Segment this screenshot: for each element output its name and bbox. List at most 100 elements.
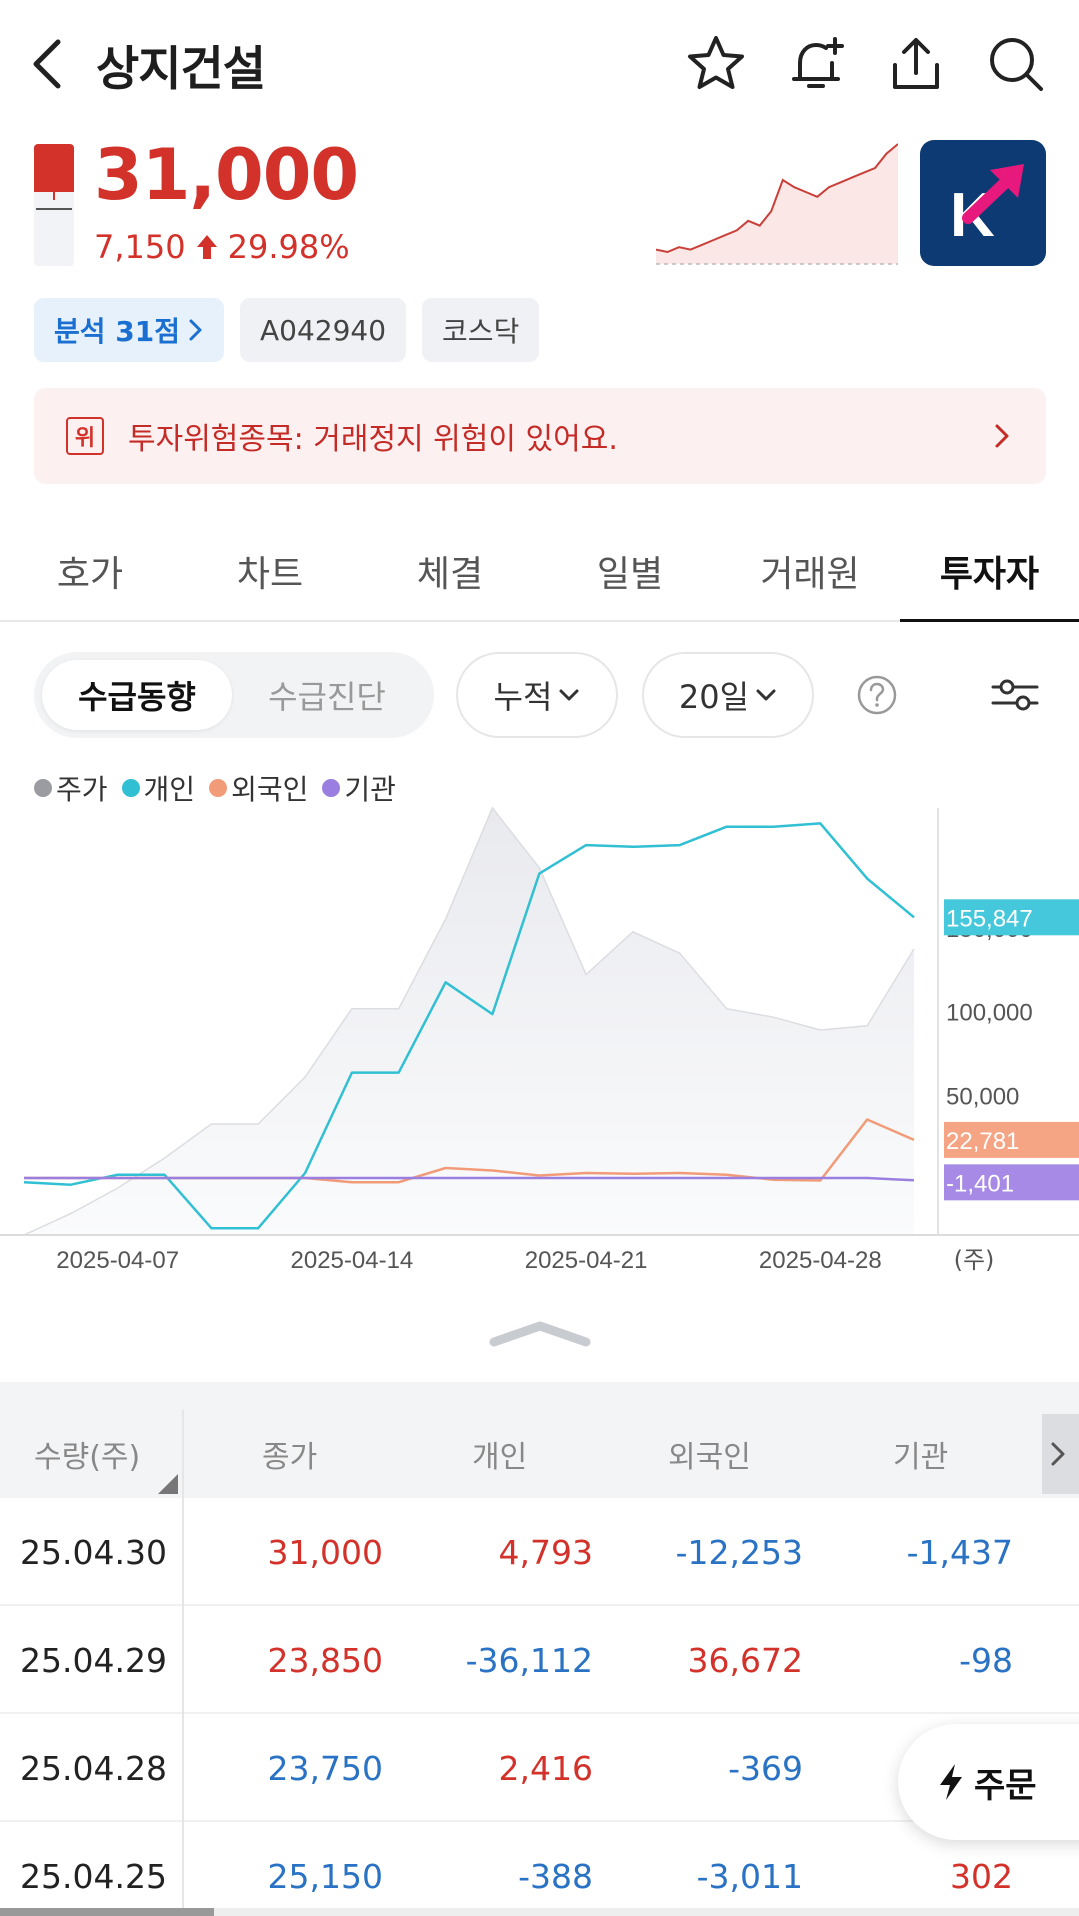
scroll-columns-button[interactable] (1042, 1414, 1079, 1494)
analysis-score-tag[interactable]: 분석 31점 (34, 298, 224, 362)
table-header: 수량(주) 종가 개인 외국인 기관 (0, 1410, 1079, 1498)
tab-chart[interactable]: 차트 (236, 554, 304, 595)
change-amount: 7,150 (94, 228, 186, 266)
header-foreign: 외국인 (668, 1440, 751, 1475)
section-divider (0, 1382, 1079, 1410)
x-tick-label: 2025-04-28 (759, 1247, 882, 1274)
cell-individual: 2,416 (498, 1748, 593, 1788)
favorite-button[interactable] (682, 30, 750, 98)
cell-date: 25.04.29 (0, 1606, 184, 1714)
x-tick-label: 2025-04-07 (56, 1247, 179, 1274)
chevron-left-icon (33, 39, 61, 89)
cell-date: 25.04.25 (0, 1822, 184, 1916)
warning-badge: 위 (66, 417, 104, 455)
mini-chart-line (655, 143, 899, 254)
current-price: 31,000 (94, 134, 359, 216)
cell-date: 25.04.30 (0, 1498, 184, 1606)
series-line (24, 1176, 915, 1182)
header-individual: 개인 (472, 1440, 528, 1475)
series-end-label: -1,401 (946, 1170, 1014, 1197)
segment-diagnosis[interactable]: 수급진단 (268, 678, 386, 716)
cell-foreign: -3,011 (696, 1856, 803, 1896)
question-circle-icon (857, 675, 897, 715)
chevron-right-icon (1051, 1442, 1065, 1466)
mini-chart-area (656, 144, 898, 264)
stock-code-tag: A042940 (240, 298, 407, 362)
price-area (24, 808, 914, 1235)
search-icon (990, 38, 1043, 91)
cell-foreign: -369 (728, 1748, 803, 1788)
tab-brokers[interactable]: 거래원 (760, 554, 860, 595)
chevron-right-icon (189, 319, 202, 341)
series-line (23, 822, 915, 1230)
header-close: 종가 (262, 1440, 318, 1475)
price-line (23, 806, 915, 1236)
day-candle-icon (34, 144, 74, 266)
y-tick-label: 50,000 (946, 1083, 1019, 1110)
chevron-down-icon (756, 689, 776, 701)
chevron-up-icon (489, 1321, 591, 1347)
share-button[interactable] (882, 30, 950, 98)
series-end-label-bg (944, 1164, 1079, 1201)
cell-close: 23,750 (267, 1748, 383, 1788)
search-button[interactable] (982, 30, 1050, 98)
chevron-right-icon (995, 424, 1009, 448)
cell-individual: 4,793 (498, 1532, 593, 1572)
sort-indicator-icon (158, 1474, 178, 1494)
sliders-icon (991, 679, 1039, 711)
collapse-handle[interactable] (488, 1318, 592, 1348)
mode-dropdown[interactable]: 누적 (456, 652, 618, 738)
app-header: 상지건설 (0, 0, 1079, 130)
table-row[interactable]: 25.04.30 31,000 4,793 -12,253 -1,437 (0, 1498, 1079, 1606)
segment-flow[interactable]: 수급동향 (42, 660, 232, 730)
warning-text: 투자위험종목: 거래정지 위험이 있어요. (128, 422, 618, 457)
stock-tags: 분석 31점 A042940 코스닥 (34, 298, 540, 362)
arrow-up-icon (196, 235, 217, 259)
cell-institution: 302 (950, 1856, 1013, 1896)
tab-daily[interactable]: 일별 (596, 554, 664, 595)
legend-item-individual: 개인 (121, 768, 195, 808)
cell-close: 31,000 (267, 1532, 383, 1572)
cell-foreign: -12,253 (675, 1532, 803, 1572)
cell-close: 25,150 (267, 1856, 383, 1896)
horizontal-scrollbar[interactable] (0, 1908, 1079, 1916)
period-dropdown[interactable]: 20일 (642, 652, 814, 738)
share-icon (893, 38, 939, 89)
header-quantity[interactable]: 수량(주) (34, 1440, 141, 1475)
legend-item-price: 주가 (34, 768, 108, 808)
cell-individual: -388 (518, 1856, 593, 1896)
order-button[interactable]: 주문 (898, 1724, 1079, 1840)
series-end-label: 155,847 (946, 905, 1033, 932)
chart-legend: 주가 개인 외국인 기관 (34, 768, 396, 808)
cell-date: 25.04.28 (0, 1714, 184, 1822)
table-row[interactable]: 25.04.25 25,150 -388 -3,011 302 (0, 1822, 1079, 1916)
mini-price-chart[interactable] (655, 140, 899, 270)
cell-institution: -1,437 (906, 1532, 1013, 1572)
alert-button[interactable] (782, 30, 850, 98)
page-title: 상지건설 (96, 42, 266, 97)
y-unit-label: (주) (954, 1246, 995, 1274)
tab-trades[interactable]: 체결 (416, 554, 484, 595)
active-tab-indicator (900, 619, 1079, 622)
table-row[interactable]: 25.04.29 23,850 -36,112 36,672 -98 (0, 1606, 1079, 1714)
lightning-icon (940, 1764, 962, 1800)
series-end-label: 22,781 (946, 1128, 1019, 1155)
cell-individual: -36,112 (465, 1640, 593, 1680)
header-institution: 기관 (893, 1440, 949, 1475)
cell-institution: -98 (959, 1640, 1013, 1680)
x-tick-label: 2025-04-21 (525, 1247, 648, 1274)
tab-investors[interactable]: 투자자 (939, 554, 1040, 595)
series-end-label-bg (944, 899, 1079, 936)
change-percent: 29.98% (227, 228, 350, 266)
settings-button[interactable] (984, 664, 1046, 726)
cell-close: 23,850 (267, 1640, 383, 1680)
y-tick-label: 100,000 (946, 1000, 1033, 1027)
risk-warning-banner[interactable]: 위 투자위험종목: 거래정지 위험이 있어요. (34, 388, 1046, 484)
back-button[interactable] (28, 30, 78, 98)
chevron-down-icon (559, 689, 579, 701)
star-icon (688, 36, 744, 89)
investor-flow-chart[interactable]: 100,00050,000150,000155,84722,781-1,4012… (0, 800, 1079, 1274)
tab-order-book[interactable]: 호가 (56, 554, 124, 595)
cell-foreign: 36,672 (687, 1640, 803, 1680)
help-button[interactable] (846, 664, 908, 726)
